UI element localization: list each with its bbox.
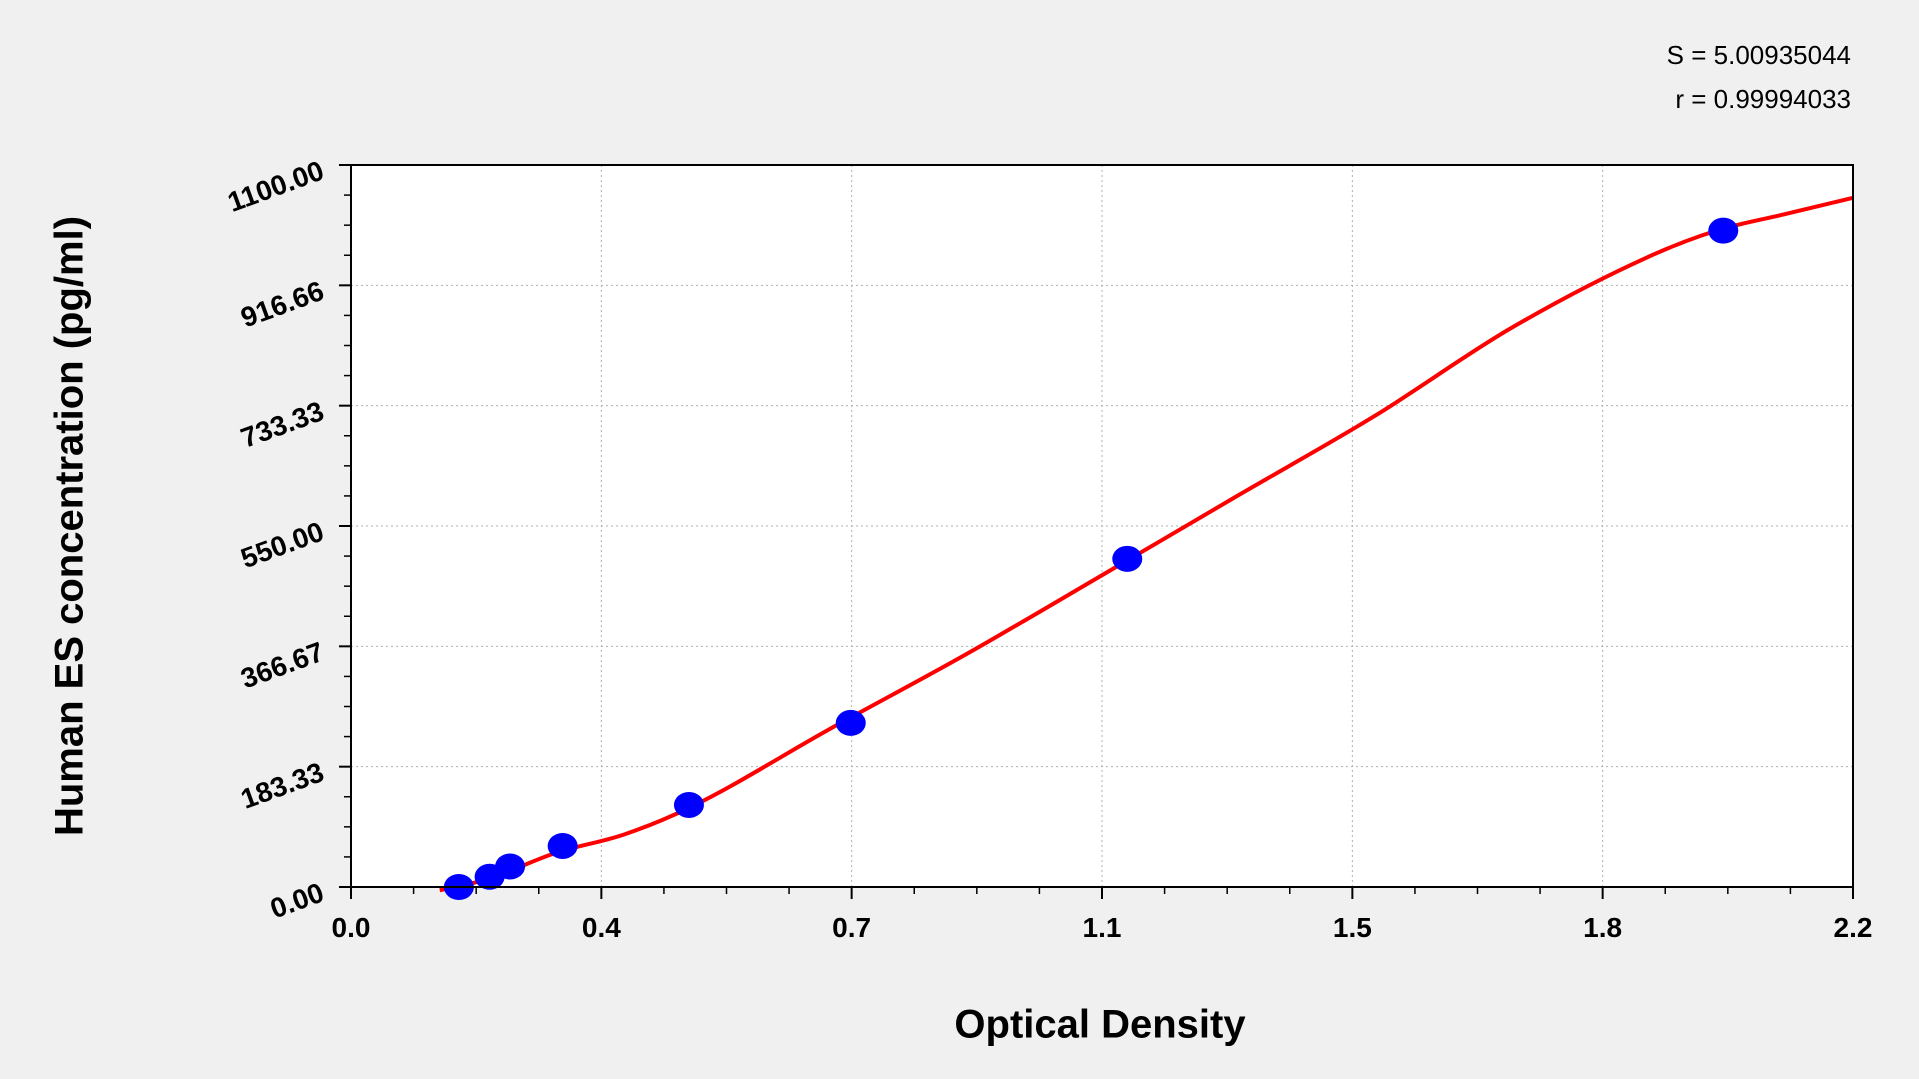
data-point [495, 853, 526, 880]
x-tick-label: 1.8 [1583, 912, 1622, 943]
x-tick-label: 0.7 [832, 912, 871, 943]
data-point [835, 709, 866, 736]
data-point [547, 832, 578, 859]
data-point [1708, 217, 1739, 244]
y-tick-label: 550.00 [237, 516, 328, 574]
x-tick-label: 0.0 [332, 912, 371, 943]
y-tick-label: 733.33 [237, 395, 328, 453]
x-axis-label: Optical Density [954, 1002, 1246, 1047]
y-tick-label: 183.33 [237, 756, 328, 814]
y-tick-label: 0.00 [266, 877, 328, 925]
data-point [673, 791, 704, 818]
x-tick-label: 1.5 [1333, 912, 1372, 943]
stat-s: S = 5.00935044 [1666, 40, 1851, 70]
ticks [339, 164, 1854, 899]
grid [351, 165, 1853, 887]
y-tick-label: 1100.00 [224, 155, 328, 218]
x-tick-label: 1.1 [1083, 912, 1122, 943]
y-tick-label: 366.67 [237, 636, 328, 694]
plot-frame [350, 164, 1854, 888]
x-tick-label: 2.2 [1834, 912, 1873, 943]
stat-r: r = 0.99994033 [1675, 84, 1851, 114]
x-tick-label: 0.4 [582, 912, 621, 943]
data-point [1112, 545, 1143, 572]
y-tick-label: 916.66 [237, 275, 328, 333]
y-axis-label: Human ES concentration (pg/ml) [47, 215, 92, 837]
